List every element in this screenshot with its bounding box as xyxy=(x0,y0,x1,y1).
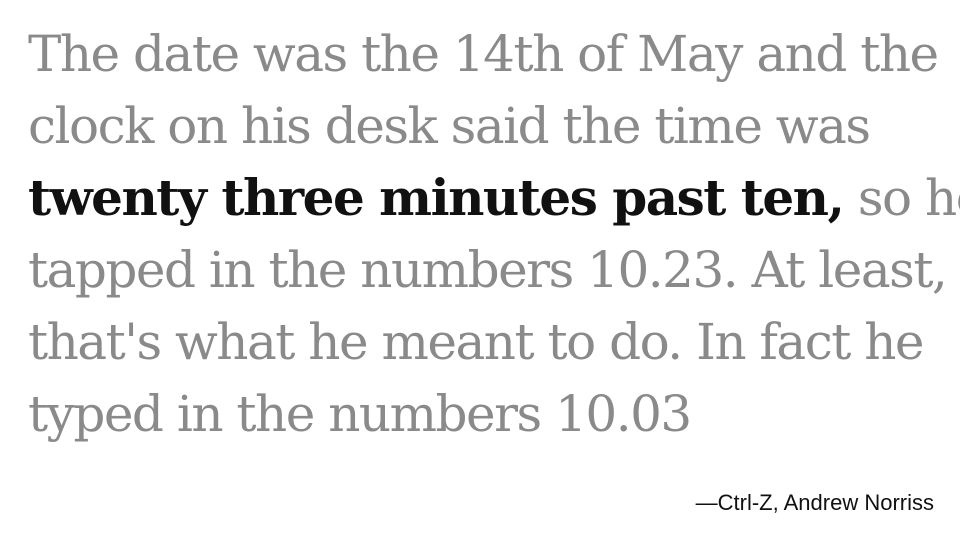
quote-line-3: twenty three minutes past ten, so he xyxy=(28,162,960,234)
quote-attribution: —Ctrl-Z, Andrew Norriss xyxy=(695,490,934,515)
quote-line-2: clock on his desk said the time was xyxy=(28,97,871,155)
quote-line-3-rest: so he xyxy=(857,169,960,227)
quote-line-5: that's what he meant to do. In fact he xyxy=(28,313,925,371)
quote-text: The date was the 14th of May and the clo… xyxy=(28,18,960,450)
quote-line-6: typed in the numbers 10.03 xyxy=(28,385,692,443)
quote-emphasis: twenty three minutes past ten, xyxy=(28,168,845,227)
quote-line-4: tapped in the numbers 10.23. At least, xyxy=(28,241,948,299)
quote-line-1: The date was the 14th of May and the xyxy=(28,25,939,83)
